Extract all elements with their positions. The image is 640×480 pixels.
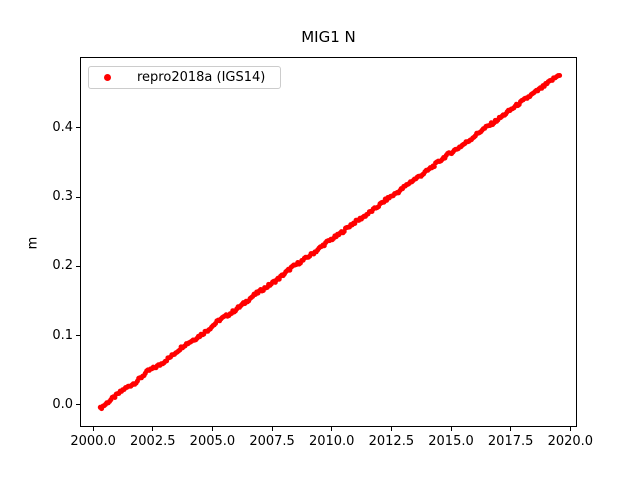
y-tick-label: 0.0 [52, 396, 73, 412]
x-tick-label: 2007.5 [249, 434, 295, 449]
x-tick-label: 2015.0 [428, 434, 474, 449]
plot-area [80, 57, 577, 427]
x-tick-label: 2017.5 [487, 434, 534, 449]
x-tick-label: 2012.5 [368, 434, 415, 449]
x-tick-label: 2005.0 [189, 434, 236, 449]
x-tick [390, 427, 392, 431]
legend-marker-dot-icon [104, 74, 111, 81]
x-tick [331, 427, 333, 431]
x-tick-label: 2000.0 [70, 434, 116, 449]
x-tick [569, 427, 571, 431]
y-tick [76, 127, 80, 129]
y-tick-label: 0.1 [52, 327, 73, 343]
y-tick [76, 196, 80, 198]
x-tick-label: 2010.0 [308, 434, 355, 449]
legend-label: repro2018a (IGS14) [137, 70, 266, 85]
y-tick [76, 404, 80, 406]
y-tick [76, 265, 80, 267]
x-tick-label: 2002.5 [130, 434, 176, 449]
x-tick [271, 427, 273, 431]
chart-title: MIG1 N [301, 28, 356, 46]
x-tick [92, 427, 94, 431]
y-tick-label: 0.2 [52, 258, 73, 274]
x-tick [211, 427, 213, 431]
x-tick [152, 427, 154, 431]
y-tick [76, 335, 80, 337]
x-tick [510, 427, 512, 431]
y-tick-label: 0.4 [52, 119, 73, 135]
y-tick-label: 0.3 [52, 189, 73, 205]
x-tick-label: 2020.0 [547, 434, 594, 449]
legend: repro2018a (IGS14) [88, 66, 281, 89]
x-tick [450, 427, 452, 431]
